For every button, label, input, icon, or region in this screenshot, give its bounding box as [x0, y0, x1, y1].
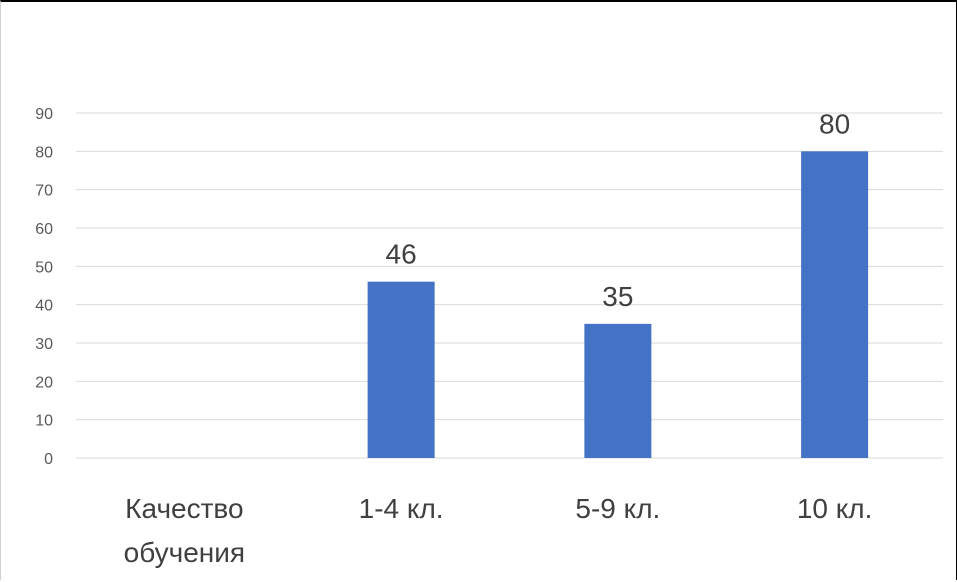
y-tick-label: 70 [35, 183, 53, 200]
y-tick-label: 50 [35, 259, 53, 276]
y-tick-label: 90 [35, 106, 53, 123]
category-label: 5-9 кл. [575, 493, 660, 524]
data-label: 35 [602, 281, 633, 312]
category-label: 10 кл. [797, 493, 873, 524]
y-tick-label: 60 [35, 221, 53, 238]
y-tick-label: 30 [35, 336, 53, 353]
y-tick-label: 80 [35, 144, 53, 161]
data-label: 80 [819, 108, 850, 139]
data-label: 46 [386, 239, 417, 270]
bar-2 [367, 281, 435, 458]
y-tick-label: 40 [35, 298, 53, 315]
category-label: Качество [125, 493, 243, 524]
y-tick-label: 0 [44, 451, 53, 468]
bar-3 [584, 323, 652, 458]
category-label: 1-4 кл. [359, 493, 444, 524]
bar-4 [801, 151, 869, 459]
y-tick-label: 10 [35, 413, 53, 430]
category-label: обучения [124, 537, 245, 568]
y-tick-label: 20 [35, 374, 53, 391]
